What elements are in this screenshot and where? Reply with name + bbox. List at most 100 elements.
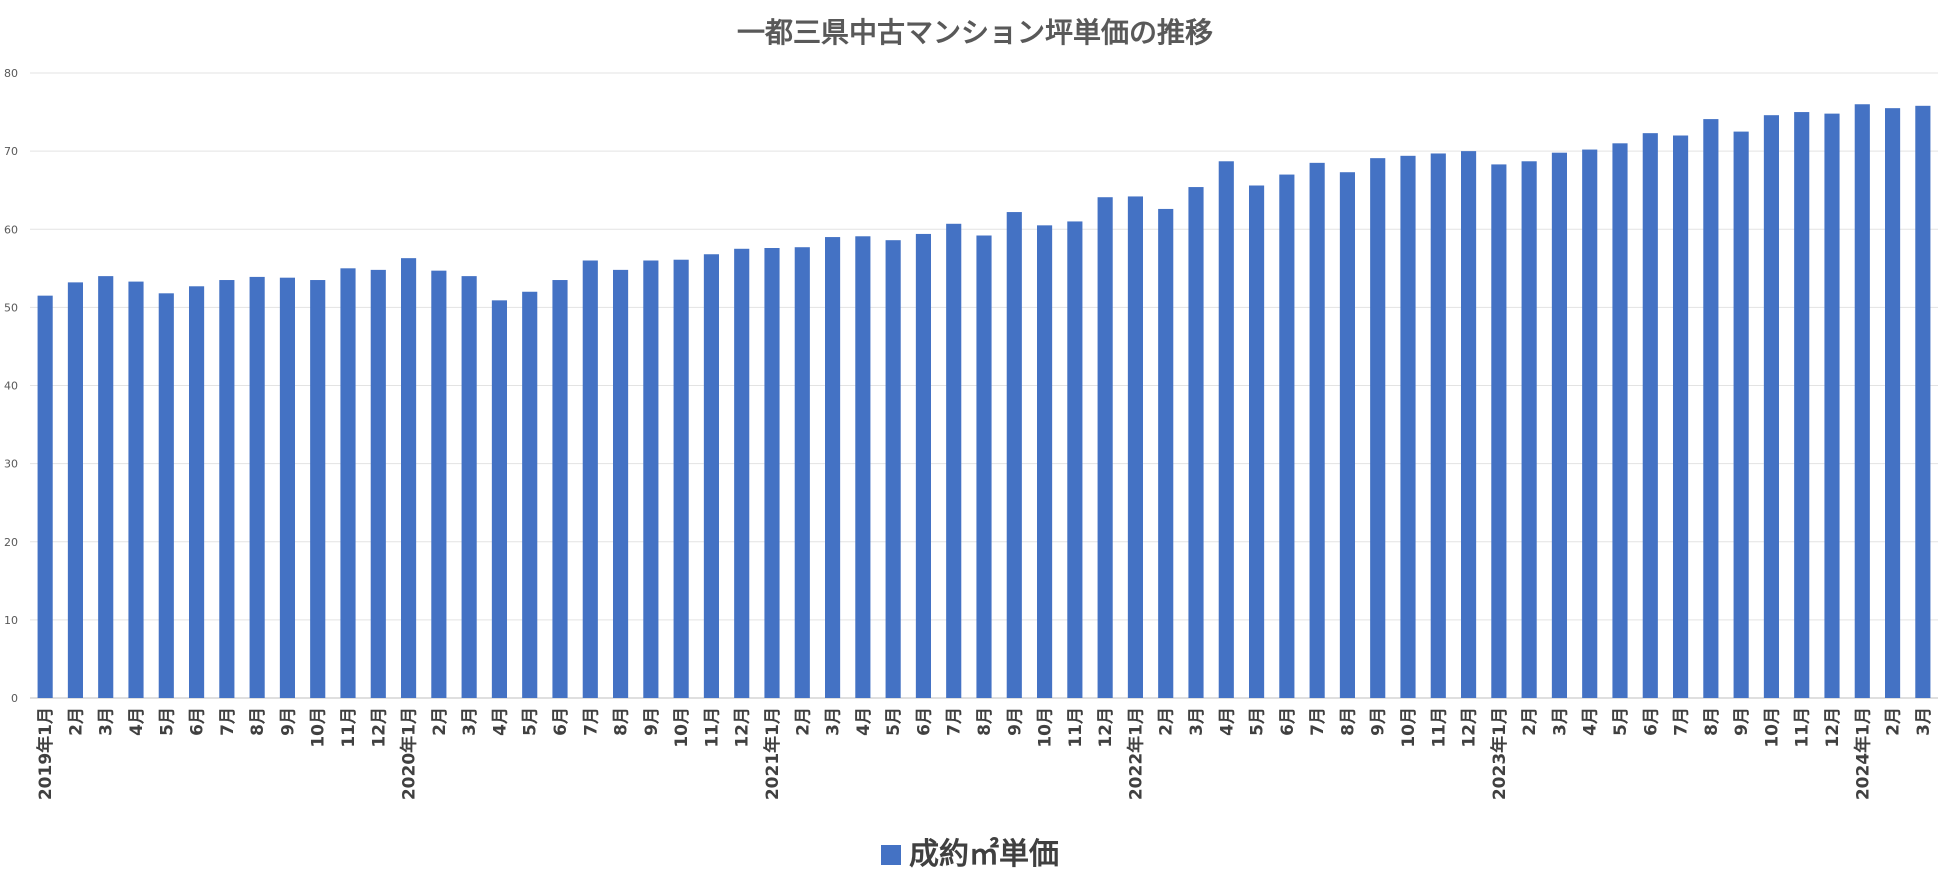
x-tick-label: 7月 [945, 707, 965, 736]
bar [67, 282, 83, 698]
bar [1915, 105, 1931, 698]
bar [764, 248, 780, 698]
x-tick-label: 2月 [66, 707, 86, 736]
legend-label: 成約㎡単価 [909, 837, 1059, 872]
x-tick-label: 6月 [551, 707, 571, 736]
bar [1461, 151, 1477, 698]
x-tick-label: 5月 [1248, 707, 1268, 736]
bar [1370, 158, 1386, 698]
x-tick-label: 5月 [1611, 707, 1631, 736]
x-tick-label: 10月 [1399, 707, 1419, 748]
bar [1037, 225, 1053, 698]
x-tick-label: 8月 [975, 707, 995, 736]
bar [491, 300, 507, 698]
x-tick-label: 9月 [642, 707, 662, 736]
x-tick-label: 11月 [1429, 707, 1449, 748]
bar [1006, 212, 1022, 698]
bar [1218, 161, 1234, 698]
x-tick-label: 4月 [490, 707, 510, 736]
bar [1158, 208, 1174, 698]
bar [613, 269, 629, 698]
bar [734, 248, 750, 698]
x-tick-label: 3月 [1914, 707, 1934, 736]
x-tick-label: 11月 [702, 707, 722, 748]
bar [794, 247, 810, 698]
bar [825, 237, 841, 698]
x-tick-label: 3月 [1187, 707, 1207, 736]
x-tick-label: 4月 [854, 707, 874, 736]
bar [279, 277, 295, 698]
bar [189, 286, 205, 698]
bar [158, 293, 174, 698]
x-tick-label: 6月 [1641, 707, 1661, 736]
x-tick-label: 2024年1月 [1852, 707, 1873, 800]
x-tick-label: 2月 [793, 707, 813, 736]
bar [673, 259, 689, 698]
bar [461, 276, 477, 698]
x-tick-label: 8月 [1338, 707, 1358, 736]
x-tick-label: 9月 [1005, 707, 1025, 736]
x-tick-label: 12月 [369, 707, 389, 748]
y-tick-label: 10 [4, 614, 18, 627]
bar [1854, 104, 1870, 698]
y-axis-ticks: 0 10 20 30 40 50 60 70 80 [4, 67, 18, 705]
bar [1733, 131, 1749, 698]
bar [1067, 221, 1083, 698]
bar [310, 280, 326, 698]
x-tick-label: 2月 [430, 707, 450, 736]
x-tick-label: 3月 [1550, 707, 1570, 736]
x-tick-label: 10月 [1762, 707, 1782, 748]
bar [1400, 155, 1416, 698]
x-tick-label: 4月 [1581, 707, 1601, 736]
bar [1824, 113, 1840, 698]
bar [98, 276, 114, 698]
x-tick-label: 2月 [1520, 707, 1540, 736]
x-tick-label: 6月 [1278, 707, 1298, 736]
x-tick-label: 12月 [1460, 707, 1480, 748]
x-tick-label: 12月 [1823, 707, 1843, 748]
x-tick-label: 11月 [1066, 707, 1086, 748]
bar [1551, 152, 1567, 698]
bar [1309, 162, 1325, 698]
x-tick-label: 6月 [188, 707, 208, 736]
y-tick-label: 40 [4, 380, 18, 393]
x-tick-label: 2021年1月 [762, 707, 783, 800]
x-tick-label: 5月 [884, 707, 904, 736]
bar [1188, 187, 1204, 698]
x-tick-label: 2023年1月 [1489, 707, 1510, 800]
x-tick-label: 4月 [1217, 707, 1237, 736]
x-tick-label: 3月 [460, 707, 480, 736]
bar [946, 223, 962, 698]
bar [1703, 119, 1719, 698]
bar [1127, 196, 1143, 698]
x-tick-label: 8月 [248, 707, 268, 736]
bar [431, 270, 447, 698]
x-tick-label: 2020年1月 [399, 707, 420, 800]
x-tick-label: 6月 [914, 707, 934, 736]
y-tick-label: 60 [4, 223, 18, 236]
x-tick-label: 12月 [733, 707, 753, 748]
x-tick-label: 10月 [309, 707, 329, 748]
bar [401, 258, 417, 698]
x-tick-label: 4月 [127, 707, 147, 736]
bar [1430, 153, 1446, 698]
bar [643, 260, 659, 698]
bar [1521, 161, 1537, 698]
x-tick-label: 5月 [157, 707, 177, 736]
bar [1885, 108, 1901, 698]
bar [219, 280, 235, 698]
bar [522, 291, 538, 698]
bar [1339, 172, 1355, 698]
y-tick-label: 80 [4, 67, 18, 80]
x-tick-label: 5月 [521, 707, 541, 736]
x-tick-label: 2022年1月 [1125, 707, 1146, 800]
bar [582, 260, 598, 698]
x-tick-label: 7月 [1672, 707, 1692, 736]
bar [976, 235, 992, 698]
x-tick-label: 9月 [1369, 707, 1389, 736]
x-tick-label: 2019年1月 [35, 707, 56, 800]
y-tick-label: 70 [4, 145, 18, 158]
bar [370, 269, 386, 698]
bar [1794, 112, 1810, 698]
bar [915, 233, 931, 698]
